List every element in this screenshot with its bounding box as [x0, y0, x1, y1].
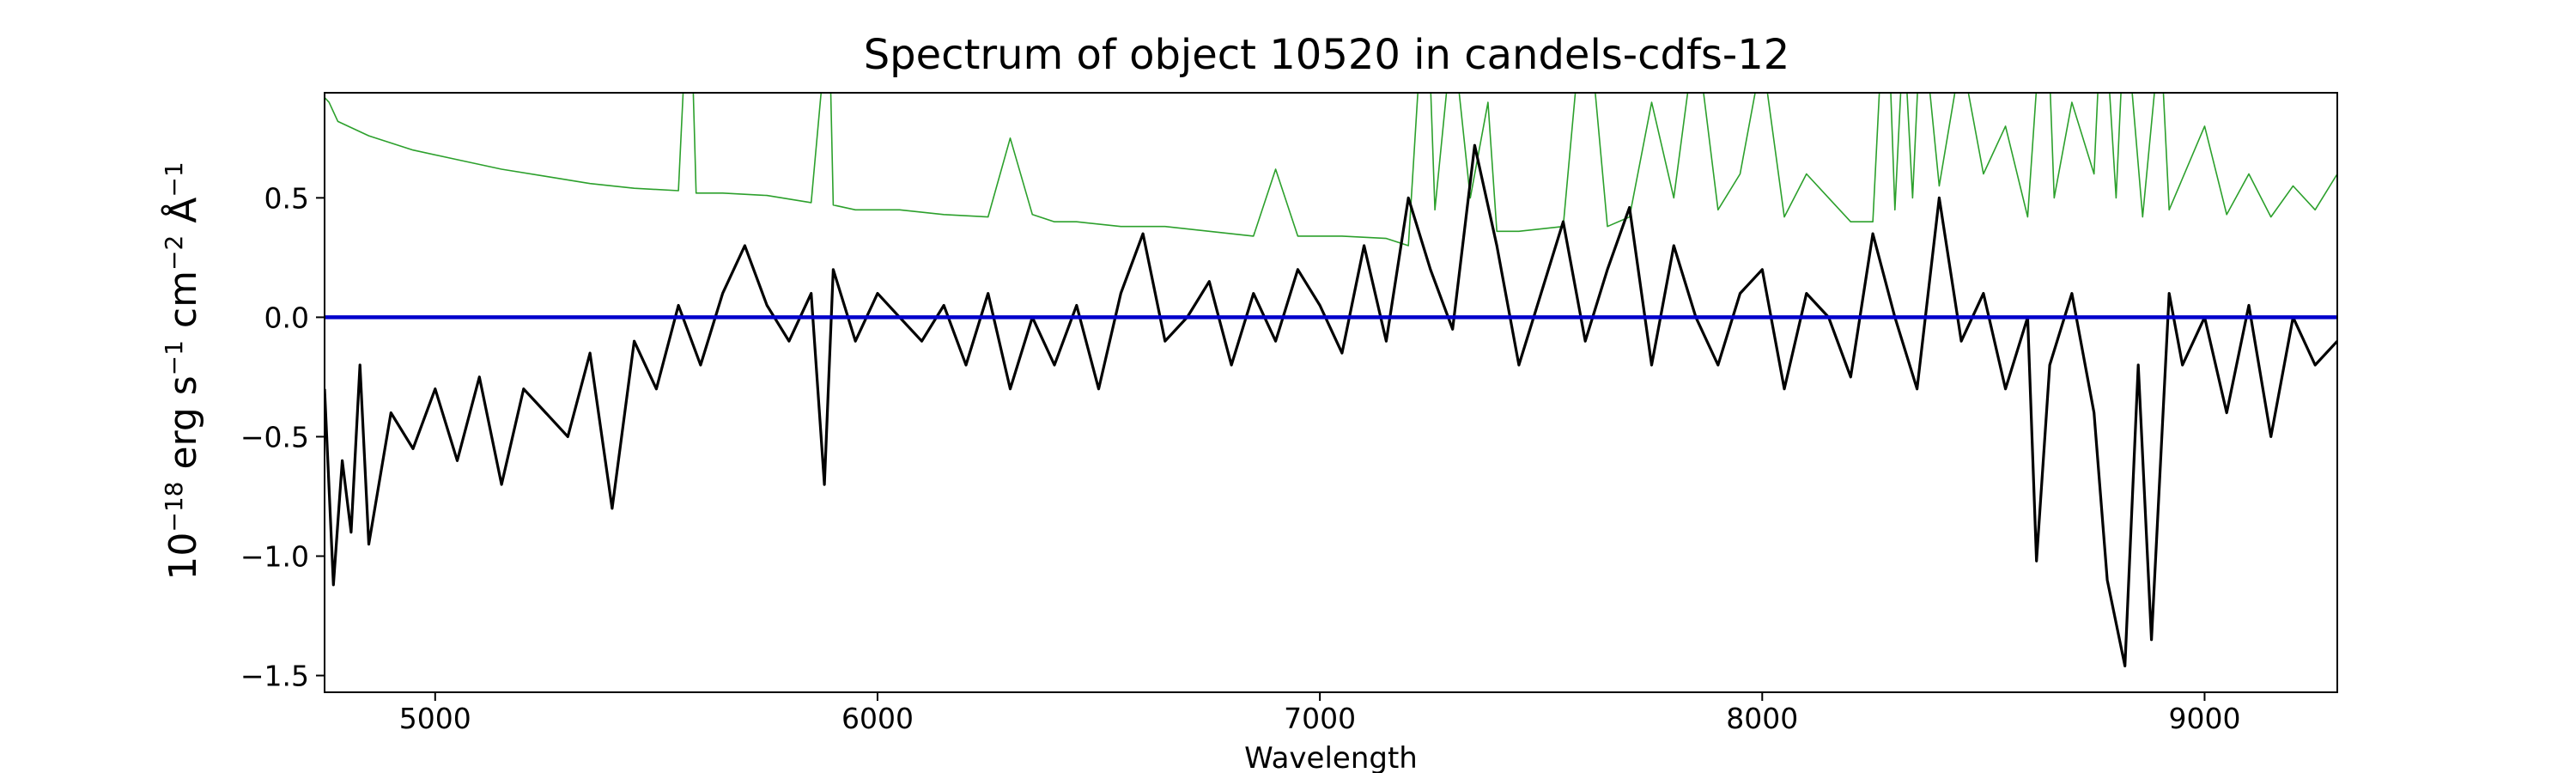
x-tick-label: 5000 [399, 702, 471, 735]
y-tick-label: −0.5 [240, 420, 309, 453]
x-tick-label: 6000 [841, 702, 914, 735]
x-axis-label: Wavelength [1244, 741, 1418, 773]
x-tick-label: 8000 [1726, 702, 1798, 735]
y-tick-label: −1.0 [240, 539, 309, 573]
series-line-error [325, 93, 2337, 247]
y-axis-label: 10−18 erg s−1 cm−2 Å−1 [160, 161, 205, 580]
y-axis-ticks: −1.5 −1.0 −0.5 0.0 0.5 [240, 181, 325, 693]
x-tick-label: 9000 [2168, 702, 2240, 735]
series-line-flux [325, 143, 2337, 668]
chart-title: Spectrum of object 10520 in candels-cdfs… [864, 31, 1790, 79]
x-axis-ticks: 5000 6000 7000 8000 9000 [399, 692, 2240, 735]
y-tick-label: 0.5 [264, 181, 309, 215]
x-tick-label: 7000 [1284, 702, 1356, 735]
y-tick-label: 0.0 [264, 301, 309, 334]
axes-frame [324, 92, 2338, 693]
plot-area [325, 93, 2337, 668]
y-tick-label: −1.5 [240, 660, 309, 693]
